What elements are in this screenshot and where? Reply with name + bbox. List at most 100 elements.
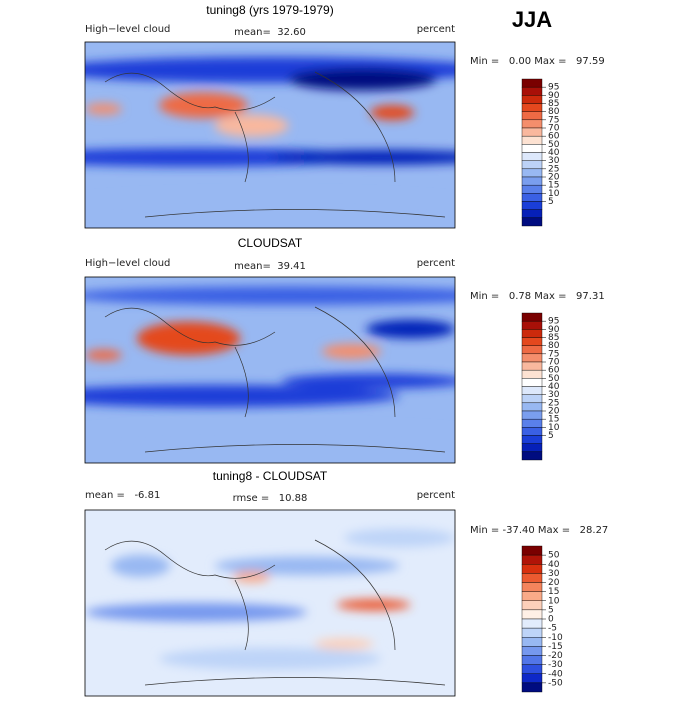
colorbar-label: 40 [548, 560, 560, 570]
colorbar-label: 20 [548, 173, 560, 183]
colorbar-box [521, 168, 543, 178]
colorbar-label: 15 [548, 415, 559, 425]
colorbar-label: 30 [548, 569, 560, 579]
map-field [85, 510, 455, 696]
colorbar-box [521, 402, 543, 412]
left-label: High−level cloud [85, 258, 170, 269]
map-field [85, 42, 455, 228]
season-label: JJA [512, 7, 552, 32]
colorbar-label: -5 [548, 624, 557, 634]
min-max: Min = 0.78 Max = 97.31 [470, 291, 605, 302]
map-blob [85, 384, 400, 408]
colorbar-box [521, 410, 543, 420]
colorbar-label: 20 [548, 407, 560, 417]
colorbar-label: 70 [548, 124, 560, 134]
colorbar-box [521, 320, 543, 330]
map-blob [281, 373, 455, 389]
center-label: mean= 39.41 [234, 261, 306, 272]
map-frame [84, 41, 456, 229]
panel-title: CLOUDSAT [238, 236, 303, 250]
colorbar-box [521, 95, 543, 104]
colorbar-box [521, 329, 543, 338]
colorbar-box [521, 609, 543, 620]
colorbar-box [521, 386, 543, 395]
coastline [104, 71, 446, 218]
colorbar-box [521, 337, 543, 346]
colorbar-box [521, 119, 543, 129]
colorbar-label: 80 [548, 341, 560, 351]
map-blob [288, 68, 437, 91]
colorbar-box [521, 435, 543, 444]
colorbar-box [521, 201, 543, 210]
colorbar-label: 0 [548, 615, 554, 625]
map-field [85, 277, 455, 463]
colorbar-label: 5 [548, 605, 554, 615]
colorbar-label: 95 [548, 83, 559, 93]
map-frame [84, 276, 456, 464]
colorbar-box [521, 111, 543, 121]
colorbar-box [521, 345, 543, 355]
colorbar-label: 95 [548, 317, 559, 327]
colorbar-box [521, 582, 543, 592]
map-frame [84, 509, 456, 697]
colorbar-label: 5 [548, 431, 554, 441]
colorbar-label: 20 [548, 578, 560, 588]
colorbar-label: 80 [548, 107, 560, 117]
colorbar-label: 90 [548, 325, 560, 335]
colorbar-box [521, 664, 543, 674]
coastline [104, 539, 446, 686]
colorbar-label: 30 [548, 390, 560, 400]
colorbar-label: 60 [548, 132, 560, 142]
colorbar-box [521, 144, 543, 153]
min-max: Min = 0.00 Max = 97.59 [470, 56, 605, 67]
center-label: mean= 32.60 [234, 27, 306, 38]
colorbar-label: 25 [548, 398, 559, 408]
colorbar-box [521, 618, 543, 629]
colorbar-label: -10 [548, 633, 563, 643]
left-label: High−level cloud [85, 24, 170, 35]
map-blob [159, 647, 381, 670]
colorbar-box [521, 637, 543, 647]
colorbar-label: 5 [548, 197, 554, 207]
left-label: mean = -6.81 [85, 490, 160, 501]
colorbar-box [521, 361, 543, 371]
map-blob [85, 103, 122, 115]
colorbar-box [521, 152, 543, 161]
colorbar-box [521, 86, 543, 96]
colorbar-box [521, 176, 543, 186]
map-blob [314, 638, 374, 650]
panel-title: tuning8 - CLOUDSAT [213, 469, 328, 483]
colorbar-label: 90 [548, 91, 560, 101]
colorbar-box [521, 591, 543, 601]
map-blob [85, 286, 455, 305]
colorbar-label: 85 [548, 99, 559, 109]
colorbar-box [521, 127, 543, 137]
colorbar-box [521, 427, 543, 436]
right-label: percent [417, 24, 455, 35]
colorbar-label: -15 [548, 642, 563, 652]
center-label: rmse = 10.88 [233, 493, 308, 504]
colorbar-box [521, 193, 543, 202]
colorbar-box [521, 545, 543, 556]
colorbar-label: 25 [548, 164, 559, 174]
map-blob [366, 319, 455, 339]
right-label: percent [417, 258, 455, 269]
colorbar-box [521, 564, 543, 574]
map-blobs [85, 286, 455, 456]
colorbar-label: 60 [548, 366, 560, 376]
colorbar-box [521, 103, 543, 112]
colorbar-label: 10 [548, 423, 560, 433]
map-blob [344, 528, 455, 548]
colorbar-label: 10 [548, 596, 560, 606]
panel-title: tuning8 (yrs 1979-1979) [206, 3, 333, 17]
colorbar-box [521, 217, 543, 227]
map-blob [336, 599, 411, 611]
colorbar-box [521, 682, 543, 693]
colorbar-label: 50 [548, 140, 560, 150]
right-label: percent [417, 490, 455, 501]
colorbar-label: 15 [548, 181, 559, 191]
map-blob [159, 92, 248, 119]
map-blob [270, 149, 455, 165]
colorbar-box [521, 600, 543, 611]
